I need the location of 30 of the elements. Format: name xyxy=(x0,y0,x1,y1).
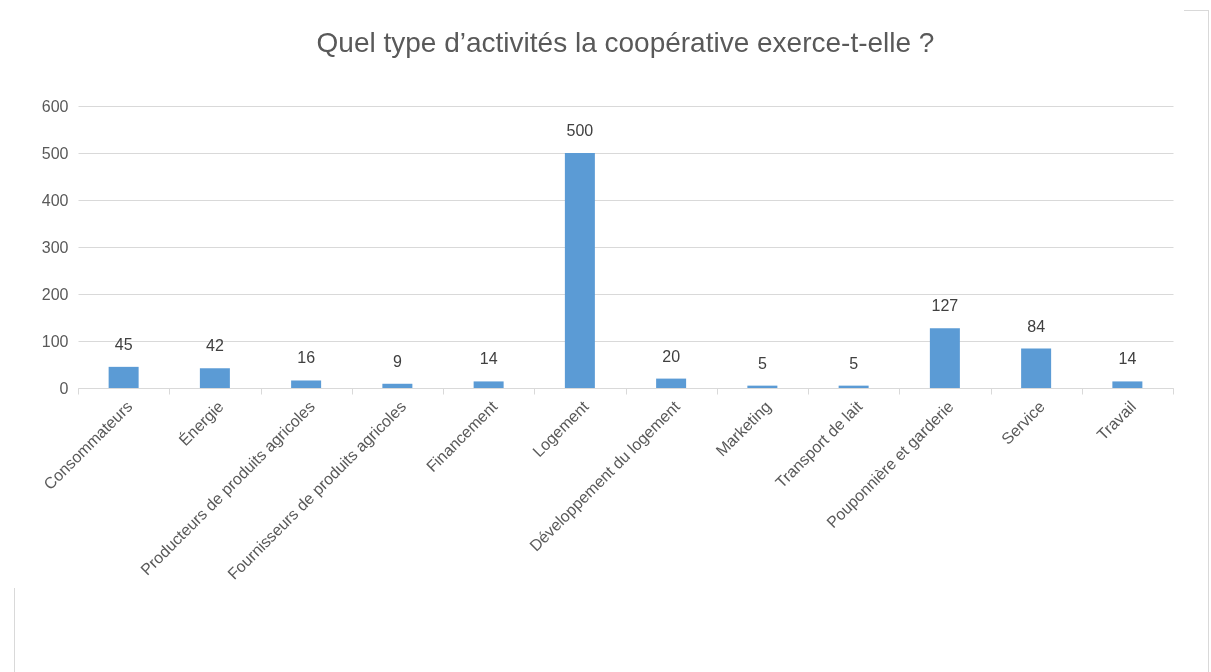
data-label: 42 xyxy=(205,337,224,355)
bar xyxy=(564,153,595,388)
data-label: 5 xyxy=(757,354,767,372)
data-label: 127 xyxy=(931,297,959,315)
y-tick-label: 0 xyxy=(59,379,69,397)
bar xyxy=(291,380,322,388)
data-label: 5 xyxy=(849,354,859,372)
bar xyxy=(382,383,413,388)
bar xyxy=(108,366,139,388)
bar xyxy=(473,381,504,388)
data-label: 14 xyxy=(1118,350,1137,368)
chart-title: Quel type d’activités la coopérative exerce-t-elle ? xyxy=(316,27,935,58)
bar xyxy=(1021,348,1052,388)
bar xyxy=(1112,381,1143,388)
y-tick-label: 100 xyxy=(41,332,69,350)
data-label: 14 xyxy=(479,350,498,368)
bar xyxy=(199,368,230,388)
y-tick-label: 600 xyxy=(41,97,69,115)
data-label: 84 xyxy=(1027,317,1046,335)
data-label: 45 xyxy=(114,335,133,353)
data-label: 500 xyxy=(566,122,594,139)
y-tick-label: 200 xyxy=(41,285,69,303)
y-tick-label: 500 xyxy=(41,144,69,162)
bar xyxy=(656,378,687,388)
data-label: 16 xyxy=(297,349,316,367)
y-tick-label: 300 xyxy=(41,238,69,256)
y-tick-label: 400 xyxy=(41,191,69,209)
data-label: 20 xyxy=(662,347,681,365)
bar xyxy=(929,328,960,388)
data-label: 9 xyxy=(392,352,402,370)
